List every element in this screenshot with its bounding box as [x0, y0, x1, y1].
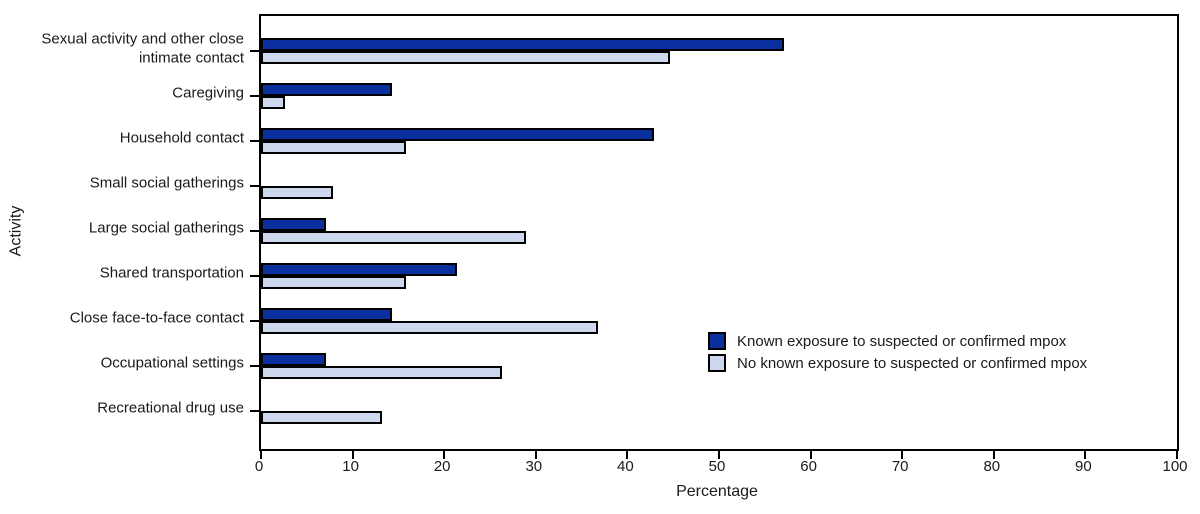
bar	[261, 83, 392, 96]
x-axis-tick	[534, 449, 537, 459]
x-tick-label: 100	[1162, 458, 1188, 475]
category-label: Close face-to-face contact	[69, 309, 244, 327]
x-tick-label: 90	[1075, 458, 1092, 475]
plot-area	[250, 14, 1179, 459]
bar	[261, 141, 406, 154]
y-axis-tick	[250, 230, 259, 232]
y-axis-tick	[250, 320, 259, 322]
bar	[261, 51, 671, 64]
legend-item-known: Known exposure to suspected or confirmed…	[708, 330, 1087, 352]
category-label: Shared transportation	[99, 264, 244, 282]
bar	[261, 38, 785, 51]
x-axis-tick	[626, 449, 629, 459]
bar	[261, 96, 285, 109]
bar	[261, 321, 599, 334]
bar	[261, 128, 654, 141]
category-label: Small social gatherings	[89, 174, 244, 192]
bar	[261, 218, 327, 231]
x-tick-label: 70	[891, 458, 909, 475]
category-label: Occupational settings	[100, 354, 244, 372]
category-label: Household contact	[119, 129, 244, 147]
category-label: Sexual activity and other close intimate…	[41, 30, 244, 66]
category-label: Recreational drug use	[97, 399, 244, 417]
x-tick-labels: 0 10 20 30 40 50 60 70 80 90 100	[255, 458, 1188, 478]
bar	[261, 411, 382, 424]
x-axis-tick	[260, 449, 262, 459]
bar	[261, 186, 334, 199]
y-axis-tick	[250, 410, 259, 412]
x-tick-label: 50	[708, 458, 726, 475]
x-tick-label: 30	[525, 458, 543, 475]
category-labels: Sexual activity and other close intimate…	[0, 14, 244, 447]
x-axis-tick	[443, 449, 446, 459]
x-tick-label: 20	[433, 458, 451, 475]
x-axis-tick	[1176, 449, 1178, 459]
legend-swatch-no-known	[708, 354, 726, 372]
x-tick-label: 40	[617, 458, 634, 475]
bar	[261, 276, 406, 289]
bar	[261, 308, 392, 321]
category-label: Caregiving	[172, 84, 244, 102]
legend-label-no-known: No known exposure to suspected or confir…	[737, 354, 1088, 372]
x-axis-title: Percentage	[676, 483, 758, 500]
x-tick-label: 0	[254, 458, 264, 475]
legend: Known exposure to suspected or confirmed…	[708, 330, 1087, 374]
x-tick-label: 10	[342, 458, 359, 475]
category-label: Large social gatherings	[88, 219, 244, 237]
x-axis-tick	[1084, 449, 1087, 459]
bar	[261, 353, 327, 366]
y-axis-tick	[250, 365, 259, 367]
y-axis-tick	[250, 140, 259, 142]
bar	[261, 263, 458, 276]
y-axis-tick	[250, 95, 259, 97]
bar	[261, 231, 526, 244]
legend-item-no-known: No known exposure to suspected or confir…	[708, 352, 1087, 374]
x-axis-tick	[809, 449, 812, 459]
bar	[261, 366, 502, 379]
y-axis-tick	[250, 50, 259, 52]
x-axis-tick	[351, 449, 354, 459]
x-axis-tick	[901, 449, 904, 459]
x-axis-tick	[718, 449, 720, 459]
legend-swatch-known	[708, 332, 726, 350]
y-axis-tick	[250, 275, 259, 277]
legend-label-known: Known exposure to suspected or confirmed…	[737, 332, 1067, 350]
y-axis-tick	[250, 185, 259, 187]
x-tick-label: 80	[983, 458, 1001, 475]
x-axis-tick	[992, 449, 995, 459]
x-tick-label: 60	[800, 458, 817, 475]
